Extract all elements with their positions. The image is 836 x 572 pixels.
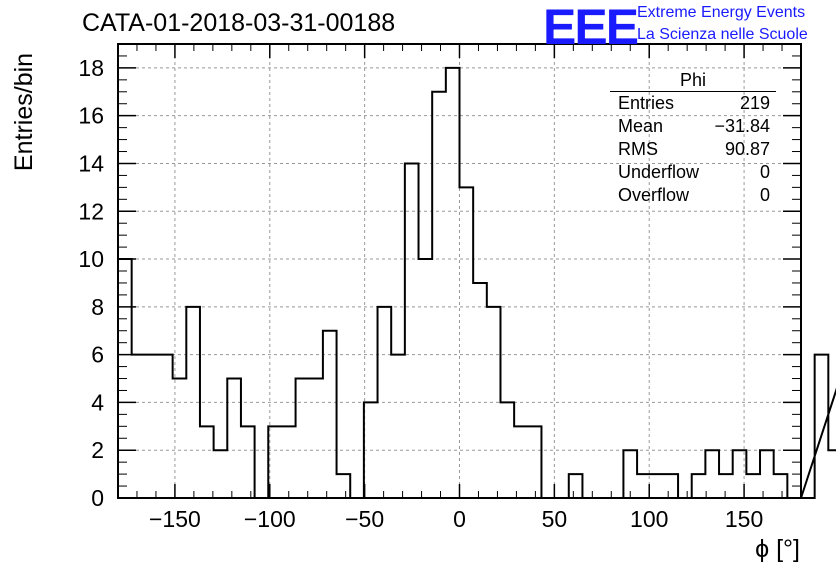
stats-value: 219	[739, 93, 770, 113]
stats-value: −31.84	[714, 116, 770, 136]
x-tick-label: 100	[630, 506, 668, 532]
y-tick-label: 16	[78, 103, 104, 129]
stats-row-mean: Mean −31.84	[610, 115, 776, 138]
y-tick-label: 4	[91, 389, 104, 415]
stats-value: 0	[759, 185, 770, 205]
stats-row-entries: Entries 219	[610, 92, 776, 115]
stats-row-underflow: Underflow 0	[610, 161, 776, 184]
logo-line-2: La Scienza nelle Scuole	[637, 26, 808, 43]
x-tick-labels: −150 −100 −50 0 50 100 150	[149, 506, 763, 532]
eee-logo: EEE	[543, 0, 639, 55]
y-tick-label: 0	[91, 485, 104, 511]
histogram-outline	[117, 66, 836, 499]
logo-line-1: Extreme Energy Events	[637, 4, 806, 21]
chart-title: CATA-01-2018-03-31-00188	[82, 9, 396, 37]
axis-ticks	[118, 44, 802, 499]
stats-label: Underflow	[618, 162, 700, 182]
x-tick-label: 50	[542, 506, 568, 532]
stats-box: Phi Entries 219 Mean −31.84 RMS 90.87 Un…	[610, 70, 776, 207]
y-tick-label: 14	[78, 150, 104, 176]
stats-value: 90.87	[724, 139, 770, 159]
x-axis-label: ϕ [°]	[755, 535, 800, 563]
stats-title: Phi	[610, 70, 776, 92]
y-tick-labels: 0 2 4 6 8 10 12 14 16 18	[78, 55, 104, 511]
x-tick-label: −50	[345, 506, 384, 532]
y-tick-label: 10	[78, 246, 104, 272]
y-tick-label: 6	[91, 342, 104, 368]
x-tick-label: 0	[453, 506, 466, 532]
y-tick-label: 2	[91, 437, 104, 463]
stats-label: RMS	[618, 139, 658, 159]
stats-row-overflow: Overflow 0	[610, 184, 776, 207]
y-axis-label: Entries/bin	[10, 53, 38, 171]
x-tick-label: 150	[725, 506, 763, 532]
y-tick-label: 8	[91, 294, 104, 320]
stats-label: Overflow	[618, 185, 690, 205]
stats-label: Mean	[618, 116, 664, 136]
x-tick-label: −100	[244, 506, 296, 532]
y-tick-label: 12	[78, 198, 104, 224]
stats-value: 0	[759, 162, 770, 182]
x-tick-label: −150	[149, 506, 201, 532]
stats-label: Entries	[618, 93, 675, 113]
y-tick-label: 18	[78, 55, 104, 81]
stats-row-rms: RMS 90.87	[610, 138, 776, 161]
